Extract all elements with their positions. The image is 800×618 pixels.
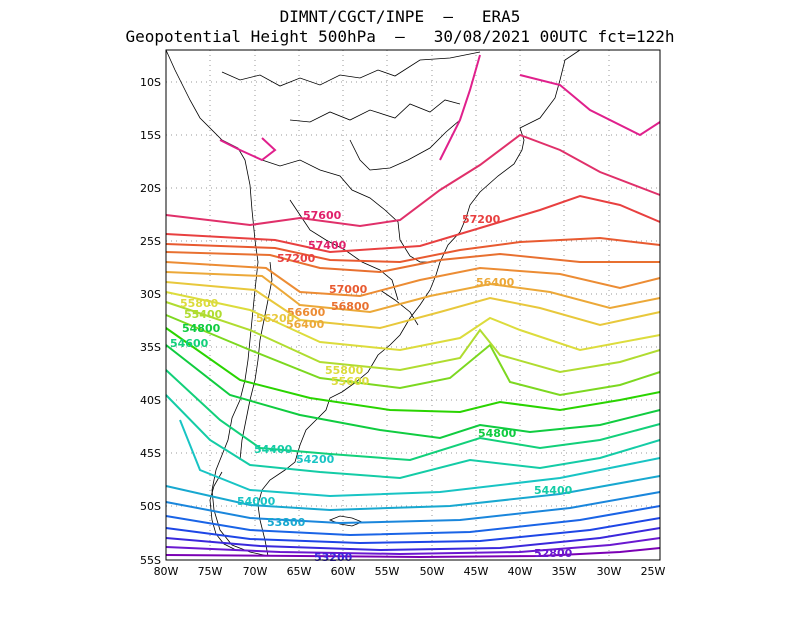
contour-label: 56400 — [476, 276, 515, 289]
contour-line — [165, 194, 661, 254]
lon-tick-label: 75W — [198, 565, 223, 578]
lon-tick-label: 25W — [641, 565, 666, 578]
lat-tick-label: 40S — [140, 394, 161, 407]
contour-labels: 57600 57400 57200 57200 57000 56800 5660… — [170, 209, 573, 564]
contour-label: 55800 — [180, 297, 219, 310]
contour-line — [165, 394, 661, 480]
contour-label: 54800 — [182, 322, 221, 335]
lon-tick-label: 60W — [331, 565, 356, 578]
contour-label: 54800 — [478, 427, 517, 440]
lon-tick-label: 55W — [375, 565, 400, 578]
contour-label: 53200 — [314, 551, 353, 564]
contour-line — [165, 344, 661, 440]
contour-line — [165, 517, 661, 545]
lon-tick-label: 65W — [287, 565, 312, 578]
lon-tick-label: 80W — [154, 565, 179, 578]
contour-label: 55600 — [331, 375, 370, 388]
lat-tick-label: 30S — [140, 288, 161, 301]
lat-tick-label: 35S — [140, 341, 161, 354]
map-title-source: DIMNT/CGCT/INPE – ERA5 — [279, 7, 521, 26]
lat-tick-label: 45S — [140, 447, 161, 460]
contour-line — [165, 271, 661, 314]
contour-label: 57400 — [308, 239, 347, 252]
contour-line — [165, 475, 661, 512]
contour-line — [165, 547, 661, 559]
contour-label: 54000 — [237, 495, 276, 508]
lon-tick-label: 40W — [508, 565, 533, 578]
lat-tick-label: 25S — [140, 235, 161, 248]
contour-label: 56400 — [286, 318, 325, 331]
contour-label: 56600 — [287, 306, 326, 319]
contour-line — [219, 54, 661, 162]
lat-tick-label: 15S — [140, 129, 161, 142]
contour-label: 54400 — [254, 443, 293, 456]
contour-label: 55400 — [184, 308, 223, 321]
contour-label: 54600 — [170, 337, 209, 350]
contour-line — [165, 281, 661, 330]
graticule — [166, 50, 660, 560]
contour-line — [165, 505, 661, 537]
contour-line — [179, 419, 661, 498]
contour-label: 54400 — [534, 484, 573, 497]
lat-tick-label: 50S — [140, 500, 161, 513]
contour-label: 57200 — [462, 213, 501, 226]
lon-tick-label: 70W — [243, 565, 268, 578]
contour-line — [165, 527, 661, 552]
lat-tick-label: 55S — [140, 554, 161, 567]
contour-line — [165, 537, 661, 556]
contour-line — [165, 291, 661, 352]
contour-label: 53800 — [267, 516, 306, 529]
contour-line — [165, 261, 661, 298]
lon-tick-label: 30W — [597, 565, 622, 578]
contour-line — [165, 251, 660, 274]
contour-line — [165, 491, 661, 525]
contour-label: 57000 — [329, 283, 368, 296]
contour-label: 52800 — [534, 547, 573, 560]
contour-line — [165, 236, 661, 264]
lat-tick-label: 20S — [140, 182, 161, 195]
contour-label: 55800 — [325, 364, 364, 377]
contour-label: 57200 — [277, 252, 316, 265]
contour-line — [165, 369, 661, 462]
contour-label: 56800 — [331, 300, 370, 313]
map-frame — [165, 49, 661, 561]
contour-label: 54200 — [296, 453, 335, 466]
height-contours — [165, 54, 661, 559]
contour-label: 57600 — [303, 209, 342, 222]
contour-line — [165, 314, 661, 397]
map-title-field: Geopotential Height 500hPa – 30/08/2021 … — [125, 27, 675, 46]
contour-line — [165, 133, 661, 228]
latitude-axis: 10S 15S 20S 25S 30S 35S 40S 45S 50S 55S — [140, 76, 161, 567]
lon-tick-label: 45W — [464, 565, 489, 578]
contour-label: 56200 — [256, 312, 295, 325]
lon-tick-label: 50W — [420, 565, 445, 578]
contour-line — [165, 301, 661, 374]
lat-tick-label: 10S — [140, 76, 161, 89]
contour-line — [165, 327, 661, 414]
longitude-axis: 80W 75W 70W 65W 60W 55W 50W 45W 40W 35W … — [154, 565, 666, 578]
lon-tick-label: 35W — [552, 565, 577, 578]
